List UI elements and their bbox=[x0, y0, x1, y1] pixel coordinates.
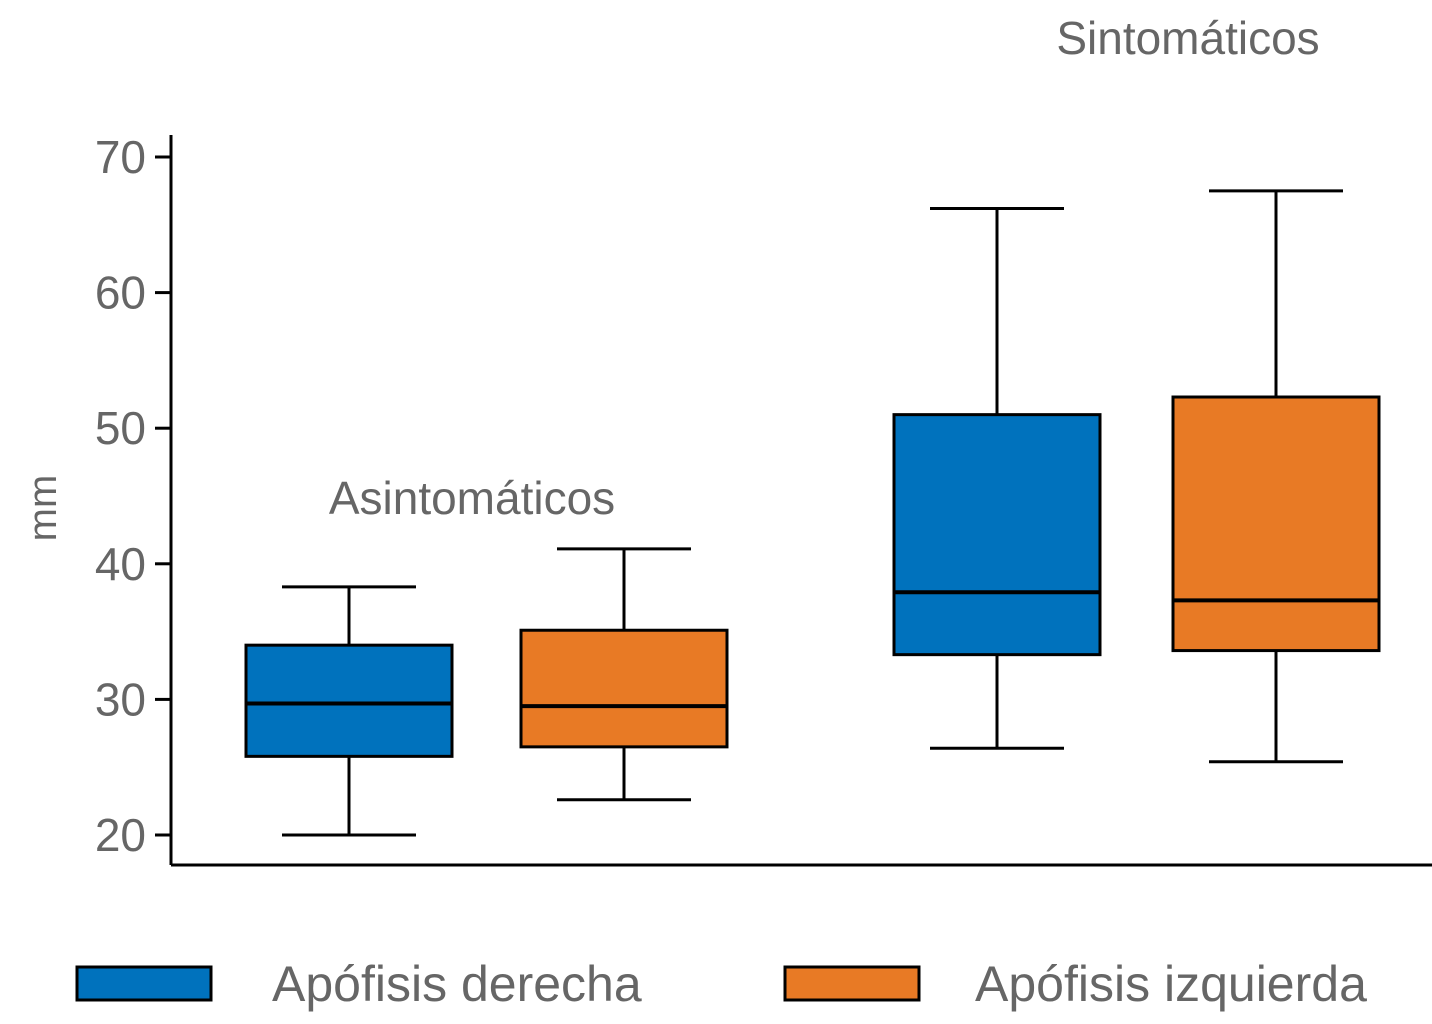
box-derecha-asintomaticos bbox=[244, 585, 454, 837]
iqr-box bbox=[519, 628, 729, 749]
iqr-box bbox=[1171, 395, 1381, 653]
y-tick-label: 50 bbox=[95, 402, 146, 454]
y-tick-label: 70 bbox=[95, 131, 146, 183]
iqr-box bbox=[244, 643, 454, 758]
y-axis-title: mm bbox=[21, 475, 65, 542]
legend-swatch-derecha bbox=[75, 965, 213, 1002]
group-label-asintomaticos: Asintomáticos bbox=[329, 472, 615, 524]
iqr-box bbox=[892, 413, 1102, 657]
axes: 20 30 40 50 60 70 bbox=[95, 131, 1432, 867]
y-tick-label: 30 bbox=[95, 673, 146, 725]
legend-item-izquierda[interactable]: Apófisis izquierda bbox=[783, 956, 1367, 1012]
legend-label-izquierda: Apófisis izquierda bbox=[975, 956, 1367, 1012]
legend: Apófisis derecha Apófisis izquierda bbox=[75, 956, 1367, 1012]
legend-item-derecha[interactable]: Apófisis derecha bbox=[75, 956, 642, 1012]
box-series bbox=[244, 189, 1381, 837]
box-izquierda-asintomaticos bbox=[519, 547, 729, 802]
box-izquierda-sintomaticos bbox=[1171, 189, 1381, 764]
legend-label-derecha: Apófisis derecha bbox=[272, 956, 642, 1012]
y-tick-label: 20 bbox=[95, 809, 146, 861]
legend-swatch-izquierda bbox=[783, 965, 921, 1002]
y-tick-label: 40 bbox=[95, 538, 146, 590]
group-label-sintomaticos: Sintomáticos bbox=[1056, 12, 1319, 64]
box-derecha-sintomaticos bbox=[892, 207, 1102, 750]
y-tick-label: 60 bbox=[95, 267, 146, 319]
